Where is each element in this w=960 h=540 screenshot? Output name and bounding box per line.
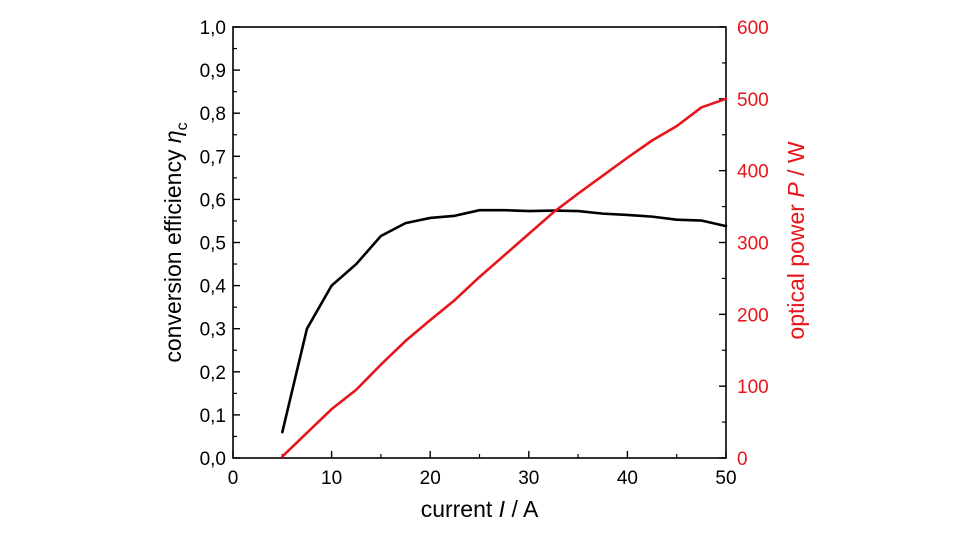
left-tick-label: 1,0 (200, 18, 226, 39)
right-axis-title-prefix: optical power (783, 198, 809, 340)
left-axis-title: conversion efficiency ηc (160, 122, 191, 362)
left-tick-label: 0,7 (200, 147, 226, 168)
right-tick-label: 200 (737, 305, 769, 326)
right-axis-title-suffix: / W (783, 141, 809, 182)
x-tick-label: 20 (420, 468, 441, 489)
x-axis-ticks: 0 10 20 30 40 50 (228, 451, 737, 489)
left-tick-label: 0,8 (200, 104, 226, 125)
left-tick-label: 0,5 (200, 234, 226, 255)
left-tick-label: 0,4 (200, 277, 227, 298)
x-axis-title: current I / A (421, 496, 539, 522)
x-tick-label: 0 (228, 468, 239, 489)
x-tick-label: 50 (715, 468, 736, 489)
plot-frame (232, 26, 727, 459)
left-tick-label: 0,1 (200, 406, 226, 427)
left-tick-label: 0,2 (200, 363, 226, 384)
left-tick-label: 0,6 (200, 190, 226, 211)
right-axis-ticks: 0 100 200 300 400 500 600 (719, 18, 769, 470)
x-tick-label: 10 (321, 468, 342, 489)
left-tick-label: 0,9 (200, 61, 226, 82)
x-axis-title-symbol: I (499, 496, 506, 522)
right-tick-label: 500 (737, 90, 769, 111)
right-axis-title-symbol: P (783, 182, 809, 198)
left-axis-title-subscript: c (174, 122, 191, 130)
left-axis-title-prefix: conversion efficiency (160, 143, 186, 362)
left-tick-label: 0,0 (200, 449, 226, 470)
series-layer (280, 97, 728, 458)
x-tick-label: 30 (518, 468, 539, 489)
left-axis-title-symbol: η (160, 130, 186, 143)
left-axis-ticks: 0,0 0,1 0,2 0,3 0,4 0,5 0,6 0,7 0,8 0,9 1,0 (200, 18, 240, 470)
right-tick-label: 300 (737, 234, 769, 255)
conversion-efficiency-line (280, 208, 728, 434)
right-tick-label: 400 (737, 162, 769, 183)
optical-power-line (280, 97, 728, 458)
right-tick-label: 100 (737, 377, 769, 398)
x-axis-title-prefix: current (421, 496, 499, 522)
left-tick-label: 0,3 (200, 320, 226, 341)
right-tick-label: 0 (737, 449, 748, 470)
right-tick-label: 600 (737, 18, 769, 39)
right-axis-title: optical power P / W (783, 141, 809, 339)
x-axis-title-suffix: / A (505, 496, 539, 522)
x-tick-label: 40 (617, 468, 638, 489)
